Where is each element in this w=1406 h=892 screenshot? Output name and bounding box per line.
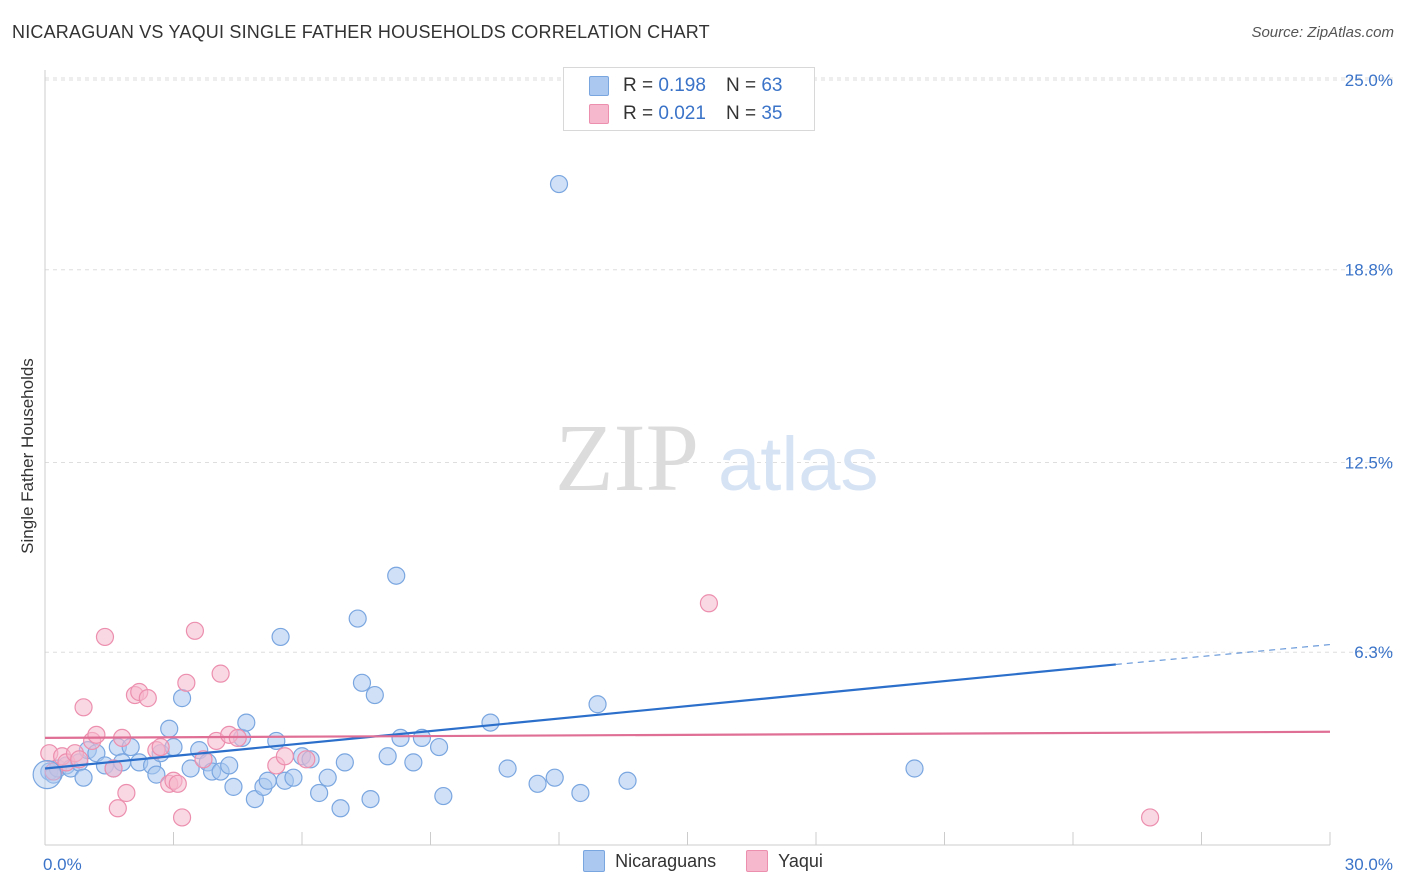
x-tick-label-max: 30.0% <box>1345 855 1393 874</box>
nicaraguan-point <box>481 713 500 732</box>
nicaraguan-point <box>404 753 423 772</box>
nicaraguan-point <box>434 786 453 806</box>
nicaraguan-point <box>352 673 372 692</box>
chart-title: NICARAGUAN VS YAQUI SINGLE FATHER HOUSEH… <box>12 22 710 42</box>
legend-n-value: 63 <box>761 75 783 96</box>
series-legend: Nicaraguans Yaqui <box>0 850 1406 872</box>
nicaraguan-point <box>181 759 200 778</box>
y-tick-label: 12.5% <box>1345 454 1393 473</box>
nicaraguan-point <box>224 777 243 796</box>
nicaraguan-point <box>284 768 303 787</box>
x-tick-label-min: 0.0% <box>43 855 82 874</box>
nicaraguan-point <box>361 789 380 809</box>
nicaraguan-trend-extension <box>1115 643 1331 666</box>
nicaraguan-point <box>571 783 590 803</box>
y-tick-label: 25.0% <box>1345 71 1393 90</box>
legend-label-nicaraguans: Nicaraguans <box>615 850 717 871</box>
yaqui-point <box>104 759 123 778</box>
yaqui-point <box>151 737 170 757</box>
nicaraguan-trend-line <box>44 663 1116 770</box>
legend-label-yaqui: Yaqui <box>778 850 823 871</box>
nicaraguan-point <box>32 760 62 790</box>
axes <box>44 70 1331 846</box>
nicaraguan-point <box>528 774 547 793</box>
nicaraguan-point <box>387 566 406 585</box>
legend-n-label: N = <box>725 75 757 96</box>
nicaraguan-point <box>365 685 384 705</box>
yaqui-point <box>1140 808 1160 827</box>
nicaraguan-point <box>331 799 350 818</box>
nicaraguan-point <box>545 768 564 787</box>
watermark-zip: ZIP <box>555 404 699 511</box>
legend-swatch-nicaraguans <box>583 850 606 872</box>
nicaraguan-point <box>74 768 93 787</box>
yaqui-point <box>74 698 93 717</box>
legend-row-yaqui: R = 0.021 N = 35 <box>589 101 782 127</box>
nicaraguan-point <box>237 713 256 732</box>
nicaraguan-point <box>618 771 637 790</box>
nicaraguan-point <box>172 689 192 708</box>
nicaraguan-point <box>147 765 166 784</box>
yaqui-point <box>699 594 719 613</box>
watermark: ZIP atlas <box>555 404 879 511</box>
legend-row-nicaraguans: R = 0.198 N = 63 <box>589 73 782 99</box>
nicaraguan-point <box>220 756 239 775</box>
yaqui-point <box>138 689 157 708</box>
nicaraguan-point <box>348 609 367 628</box>
yaqui-point <box>194 750 213 769</box>
yaqui-point <box>172 808 192 827</box>
legend-r-value: 0.198 <box>658 75 706 96</box>
legend-r-label: R = <box>623 103 654 124</box>
legend-n-value: 35 <box>761 103 783 124</box>
nicaraguan-point <box>378 747 397 766</box>
y-tick-label: 18.8% <box>1345 261 1393 280</box>
stats-legend: R = 0.198 N = 63 R = 0.021 N = 35 <box>563 67 815 131</box>
yaqui-point <box>87 725 106 744</box>
yaqui-point <box>275 747 294 766</box>
yaqui-point <box>177 673 196 692</box>
trend-lines <box>44 643 1331 770</box>
nicaraguan-point <box>271 627 290 647</box>
nicaraguan-point <box>310 783 329 803</box>
nicaraguan-point <box>905 759 924 778</box>
yaqui-point <box>168 774 187 793</box>
nicaraguan-point <box>318 768 337 787</box>
nicaraguan-point <box>429 737 449 757</box>
yaqui-point <box>185 621 205 640</box>
legend-swatch-nicaraguans <box>589 76 609 96</box>
nicaraguan-point <box>160 719 179 738</box>
yaqui-point <box>117 783 136 803</box>
yaqui-point <box>211 664 230 683</box>
legend-item-nicaraguans[interactable]: Nicaraguans <box>583 850 716 872</box>
nicaraguan-point <box>498 759 517 778</box>
legend-item-yaqui[interactable]: Yaqui <box>746 850 823 872</box>
tick-labels: 6.3% 12.5% 18.8% 25.0% 0.0% 30.0% <box>43 71 1393 874</box>
legend-swatch-yaqui <box>589 104 609 124</box>
source-label: Source: ZipAtlas.com <box>1251 24 1394 41</box>
legend-r-label: R = <box>623 75 654 96</box>
legend-r-value: 0.021 <box>658 103 706 124</box>
nicaraguan-point <box>549 174 569 194</box>
yaqui-point <box>297 750 316 769</box>
legend-swatch-yaqui <box>746 850 769 872</box>
nicaraguan-point <box>391 728 410 748</box>
nicaraguan-point <box>412 728 432 748</box>
legend-n-label: N = <box>725 103 757 124</box>
y-tick-label: 6.3% <box>1354 643 1393 662</box>
yaqui-trend-line <box>44 730 1331 740</box>
watermark-atlas: atlas <box>718 422 879 507</box>
nicaraguan-point <box>588 695 607 714</box>
nicaraguan-point <box>335 753 354 772</box>
yaqui-point <box>70 750 89 769</box>
nicaraguan-point <box>258 771 277 790</box>
yaqui-point <box>95 627 115 647</box>
gridlines <box>45 77 1395 653</box>
yaqui-point <box>108 799 127 818</box>
